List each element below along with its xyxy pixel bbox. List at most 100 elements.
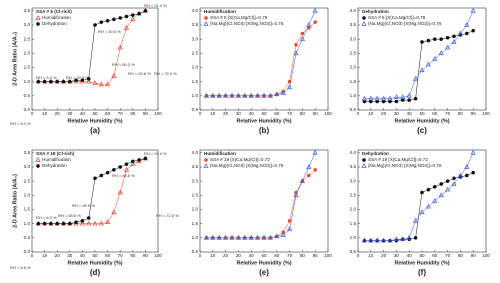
annotation: RH = 29.8 % — [66, 75, 89, 80]
y-tick-label: 1.5 — [192, 221, 199, 226]
y-tick-label: 4.0 — [350, 8, 357, 13]
marker — [299, 36, 305, 41]
x-axis-label: Relative Humidity (%) — [67, 260, 122, 266]
marker — [470, 7, 476, 13]
marker — [49, 79, 53, 84]
marker — [117, 189, 123, 195]
x-tick-label: 60 — [432, 253, 438, 258]
marker — [235, 234, 241, 240]
marker — [267, 234, 273, 240]
annotation: RH = 72.0 % — [154, 71, 177, 76]
marker — [118, 16, 123, 20]
x-tick-label: 100 — [324, 111, 332, 116]
marker — [203, 234, 209, 240]
legend-label: Dehydration — [42, 21, 67, 26]
marker — [438, 50, 444, 56]
marker — [387, 237, 393, 243]
marker — [55, 221, 60, 226]
marker — [393, 236, 399, 241]
marker — [229, 234, 235, 240]
marker — [280, 232, 286, 237]
marker — [143, 8, 148, 13]
annotation: RH = 50.3 % — [112, 62, 135, 67]
marker — [406, 92, 412, 98]
marker — [451, 181, 457, 186]
marker — [464, 173, 469, 178]
marker — [445, 186, 451, 192]
marker — [235, 92, 241, 98]
x-tick-label: 10 — [210, 253, 216, 258]
marker — [419, 67, 425, 73]
legend-label: (Na,Mg)(Cl,NO3) [X(Mg,NO3)]=0.76 — [368, 21, 442, 26]
series — [36, 8, 148, 84]
marker — [86, 220, 92, 226]
marker — [471, 170, 476, 175]
marker — [470, 149, 476, 155]
marker — [393, 94, 399, 99]
x-tick-label: 50 — [261, 253, 267, 258]
panel-label: (e) — [259, 268, 269, 277]
marker — [413, 217, 419, 223]
legend-marker — [203, 21, 209, 26]
marker — [299, 178, 305, 183]
marker — [93, 176, 97, 181]
marker — [130, 16, 136, 22]
x-tick-label: 100 — [482, 111, 490, 116]
legend-label: (Na,Mg)(Cl,NO3) [X(Mg,NO3)]=0.76 — [368, 163, 442, 168]
x-tick-label: 20 — [55, 111, 61, 116]
marker — [98, 81, 104, 87]
x-tick-label: 90 — [143, 111, 149, 116]
marker — [248, 92, 254, 98]
x-tick-label: 60 — [432, 111, 438, 116]
x-tick-label: 90 — [471, 253, 477, 258]
annotation: RH = 5.0 % — [10, 121, 31, 126]
legend-title: SSA # 5 (Cl-rich) — [36, 9, 72, 14]
y-tick-label: 1.5 — [350, 221, 357, 226]
marker — [74, 78, 78, 83]
marker — [293, 192, 299, 198]
marker — [124, 162, 129, 167]
series — [36, 156, 148, 226]
y-axis-label: 2-D Area Ratio (A/A₀) — [12, 32, 18, 86]
marker — [223, 92, 229, 98]
panel-label: (b) — [259, 126, 270, 135]
x-tick-label: 90 — [313, 253, 319, 258]
y-tick-label: 0.0 — [24, 249, 31, 254]
marker — [242, 234, 248, 240]
legend-marker — [204, 16, 208, 20]
legend-label: SSA # 5 [X(Ca,Mg/Cl)]=0.76 — [210, 15, 268, 20]
panel-label: (a) — [90, 126, 100, 135]
x-tick-label: 70 — [445, 111, 451, 116]
marker — [464, 164, 470, 169]
marker — [143, 156, 148, 161]
marker — [86, 78, 92, 84]
marker — [80, 78, 85, 83]
marker — [117, 44, 123, 50]
x-tick-label: 40 — [249, 111, 255, 116]
marker — [99, 173, 104, 178]
legend-title: Dehydration — [362, 9, 389, 14]
marker — [420, 190, 424, 195]
marker — [306, 22, 312, 27]
marker — [112, 167, 116, 172]
marker — [426, 38, 431, 43]
series-line — [206, 169, 316, 239]
marker — [312, 149, 318, 155]
marker — [445, 44, 451, 50]
series — [203, 7, 318, 98]
x-tick-label: 100 — [154, 111, 162, 116]
legend-title: Humidification — [204, 9, 236, 14]
marker — [36, 79, 41, 84]
annotation: RH = 45.0 % — [72, 203, 95, 208]
marker — [111, 209, 117, 215]
marker — [242, 92, 248, 98]
marker — [124, 14, 129, 19]
series — [204, 158, 318, 240]
y-tick-label: 3.5 — [24, 150, 31, 155]
x-tick-label: 40 — [249, 253, 255, 258]
y-tick-label: 3.5 — [24, 8, 31, 13]
marker — [61, 79, 66, 84]
marker — [452, 34, 456, 39]
x-tick-label: 80 — [458, 111, 464, 116]
y-tick-label: 3.5 — [350, 22, 357, 27]
